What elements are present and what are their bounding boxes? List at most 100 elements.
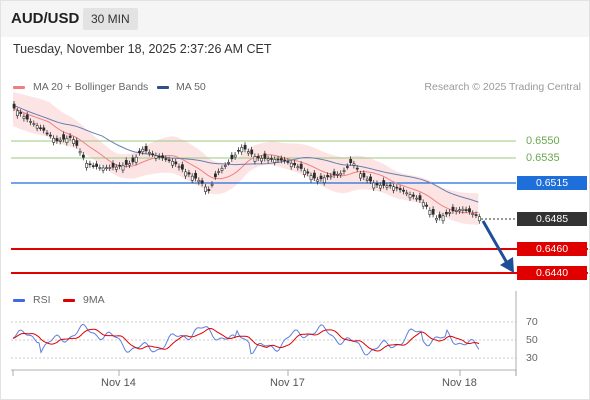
- candle-body: [392, 186, 396, 191]
- credit-text: Research © 2025 Trading Central: [424, 81, 581, 93]
- candle-body: [451, 206, 455, 212]
- candle-body: [243, 144, 247, 150]
- x-label-0: Nov 14: [101, 377, 136, 389]
- candle-body: [395, 186, 399, 189]
- candle-body: [388, 184, 392, 187]
- candle-body: [421, 202, 425, 207]
- rsi-swatch: [13, 299, 25, 302]
- candle-body: [468, 208, 471, 212]
- rsi-ma-swatch: [63, 299, 75, 302]
- candle-body: [230, 154, 234, 160]
- rsi-tick-50: 50: [526, 334, 538, 346]
- candle-body: [55, 138, 59, 142]
- chart-datetime: Tuesday, November 18, 2025 2:37:26 AM CE…: [13, 42, 272, 56]
- candle-body: [39, 127, 42, 130]
- candle-body: [253, 156, 257, 162]
- candle-body: [115, 166, 118, 170]
- candle-body: [296, 166, 300, 169]
- candle-body: [276, 158, 280, 161]
- candle-body: [72, 139, 75, 144]
- rsi-line: [12, 323, 480, 356]
- candle-body: [161, 155, 165, 159]
- candle-body: [45, 132, 49, 135]
- candle-body: [233, 154, 237, 158]
- candle-body: [260, 158, 264, 162]
- candle-body: [250, 149, 254, 155]
- candle-body: [157, 155, 161, 158]
- candle-body: [405, 192, 409, 195]
- ma20-swatch: [13, 86, 25, 89]
- candle-body: [382, 180, 386, 186]
- timeframe-button[interactable]: 30 MIN: [83, 8, 138, 30]
- candle-body: [48, 134, 52, 137]
- candle-body: [35, 125, 39, 129]
- candle-body: [88, 163, 92, 166]
- level-label-0: 0.6550: [526, 135, 560, 147]
- candle-body: [273, 159, 277, 163]
- candle-body: [29, 121, 33, 123]
- candle-body: [91, 165, 95, 167]
- candle-body: [342, 170, 346, 172]
- candle-body: [200, 180, 204, 184]
- level-label-1: 0.6535: [526, 152, 560, 164]
- candle-body: [190, 175, 194, 181]
- candle-body: [378, 184, 382, 189]
- rsi-tick-30: 30: [526, 352, 538, 364]
- candle-body: [306, 171, 310, 174]
- candle-body: [141, 149, 145, 153]
- candle-body: [95, 163, 99, 167]
- candle-body: [177, 166, 181, 168]
- candle-body: [197, 179, 201, 183]
- candle-body: [134, 156, 138, 163]
- candle-body: [223, 165, 227, 167]
- candle-body: [217, 171, 221, 173]
- candle-body: [78, 151, 82, 154]
- ma20-line: [12, 107, 479, 214]
- candle-body: [167, 159, 171, 162]
- candle-body: [144, 146, 148, 152]
- candle-body: [303, 170, 306, 175]
- candle-body: [85, 162, 89, 168]
- candle-body: [372, 182, 376, 189]
- level-label-5: 0.6440: [517, 266, 587, 280]
- candle-body: [58, 139, 62, 142]
- symbol-title: AUD/USD: [11, 10, 80, 27]
- candle-body: [220, 168, 224, 171]
- candle-body: [237, 149, 240, 152]
- candle-body: [415, 197, 419, 200]
- candle-body: [336, 173, 339, 176]
- candle-body: [65, 138, 69, 143]
- down-arrow-icon: [481, 220, 509, 264]
- candle-body: [204, 186, 207, 192]
- x-label-2: Nov 18: [442, 377, 477, 389]
- candle-body: [181, 164, 184, 170]
- candle-body: [319, 175, 323, 180]
- candle-body: [279, 158, 283, 161]
- chart-header: AUD/USD 30 MIN: [1, 1, 589, 37]
- candle-body: [131, 157, 135, 163]
- down-arrow-icon-head: [500, 257, 514, 273]
- candle-body: [187, 172, 191, 175]
- candle-body: [411, 194, 415, 197]
- candle-body: [312, 172, 316, 179]
- candle-body: [121, 165, 125, 171]
- candle-body: [184, 171, 188, 177]
- candle-body: [82, 154, 85, 158]
- candle-body: [124, 160, 128, 165]
- candle-body: [369, 176, 372, 182]
- candle-body: [210, 183, 214, 186]
- candle-body: [25, 114, 29, 120]
- candle-body: [263, 153, 267, 159]
- candle-body: [339, 173, 343, 176]
- candle-body: [247, 151, 250, 154]
- candle-body: [16, 110, 19, 116]
- candle-body: [256, 156, 260, 159]
- candle-body: [349, 158, 353, 163]
- candle-body: [214, 173, 217, 178]
- candle-body: [68, 135, 72, 138]
- candle-body: [464, 209, 468, 211]
- candle-body: [227, 162, 231, 164]
- candle-body: [329, 175, 333, 178]
- legend-rsi: RSI: [33, 294, 51, 306]
